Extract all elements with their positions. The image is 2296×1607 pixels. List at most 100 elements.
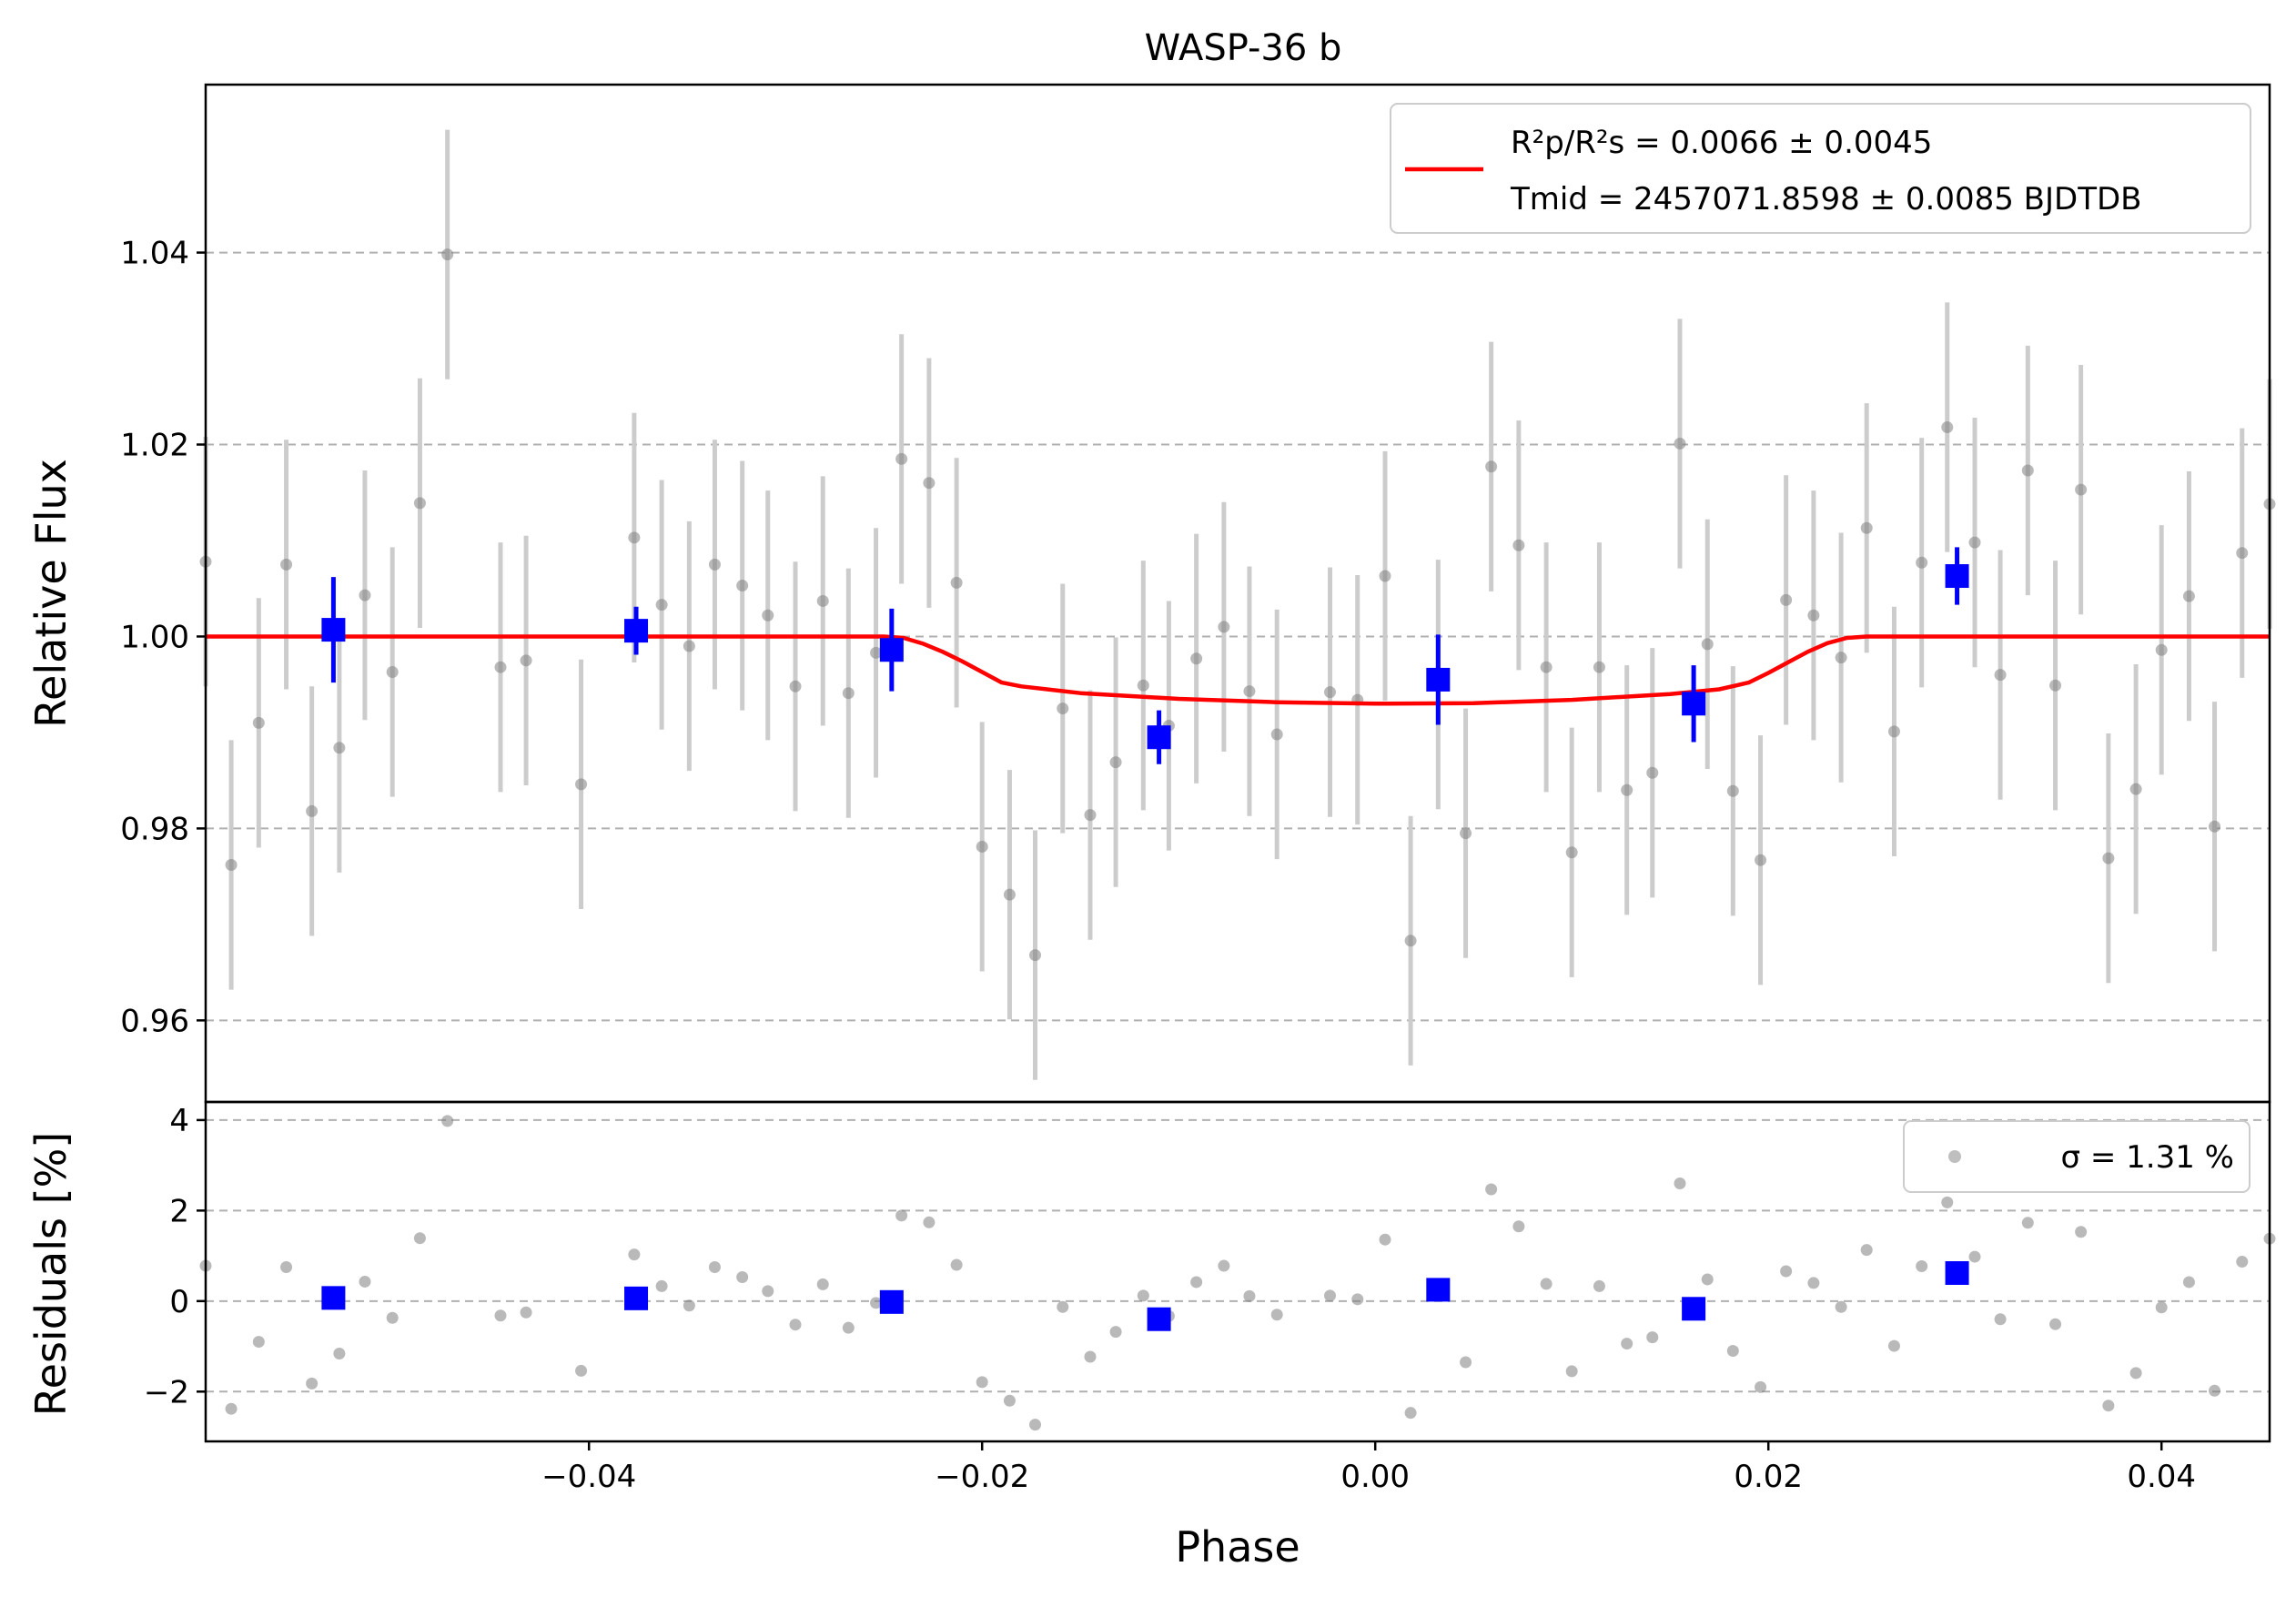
- top-binned-point: [879, 638, 904, 662]
- top-raw-point: [1726, 784, 1739, 797]
- bottom-y-ticks: −2 0 2 4: [144, 1103, 206, 1410]
- top-raw-point: [2102, 852, 2115, 864]
- bottom-raw-point: [1351, 1293, 1364, 1306]
- top-raw-point: [386, 665, 399, 678]
- top-raw-point: [333, 742, 346, 754]
- top-y-tick-label: 1.02: [120, 428, 189, 464]
- bottom-raw-series: [199, 1115, 2276, 1431]
- top-raw-point: [683, 640, 695, 652]
- bottom-y-tick-label: 0: [169, 1284, 189, 1320]
- bottom-raw-point: [762, 1285, 774, 1298]
- top-legend-line2: Tmid = 2457071.8598 ± 0.0085 BJDTDB: [1510, 181, 2141, 217]
- top-raw-point: [1780, 593, 1793, 606]
- bottom-legend: σ = 1.31 %: [1903, 1120, 2250, 1193]
- top-raw-point: [2155, 643, 2168, 656]
- top-raw-point: [1109, 756, 1122, 769]
- top-raw-point: [1485, 460, 1498, 473]
- bottom-raw-point: [816, 1278, 829, 1290]
- top-raw-point: [2209, 820, 2221, 833]
- bottom-raw-point: [1565, 1365, 1578, 1378]
- top-raw-point: [1003, 888, 1016, 901]
- bottom-raw-point: [1941, 1196, 1954, 1208]
- bottom-raw-point: [2075, 1226, 2088, 1238]
- bottom-raw-point: [1379, 1233, 1391, 1246]
- x-tick-label: 0.02: [1734, 1459, 1803, 1495]
- top-raw-point: [976, 840, 988, 853]
- bottom-binned-point: [624, 1286, 649, 1310]
- top-raw-point: [789, 680, 802, 692]
- bottom-raw-point: [1003, 1394, 1016, 1407]
- top-legend: R²p/R²s = 0.0066 ± 0.0045 Tmid = 2457071…: [1390, 103, 2251, 234]
- top-raw-point: [2182, 590, 2195, 602]
- bottom-x-ticks: −0.04 −0.02 0.00 0.02 0.04: [541, 1441, 2196, 1495]
- bottom-y-tick-label: 2: [169, 1193, 189, 1229]
- bottom-raw-point: [2129, 1367, 2142, 1380]
- bottom-raw-point: [1243, 1289, 1256, 1302]
- x-tick-label: 0.04: [2127, 1459, 2196, 1495]
- top-raw-point: [1755, 854, 1767, 866]
- top-binned-point: [1945, 564, 1969, 589]
- top-raw-point: [1379, 570, 1391, 582]
- top-raw-point: [1968, 536, 1981, 549]
- bottom-raw-point: [1404, 1407, 1417, 1420]
- top-raw-point: [1512, 539, 1525, 551]
- bottom-raw-point: [1190, 1276, 1203, 1289]
- bottom-raw-point: [2021, 1217, 2034, 1229]
- bottom-binned-point: [1682, 1297, 1706, 1321]
- top-raw-point: [575, 778, 588, 791]
- top-binned-point: [624, 619, 649, 643]
- top-raw-point: [1916, 556, 1928, 569]
- top-y-ticks: 0.96 0.98 1.00 1.02 1.04: [120, 236, 206, 1039]
- top-raw-point: [252, 716, 265, 729]
- bottom-raw-point: [280, 1261, 293, 1274]
- bottom-raw-point: [1887, 1339, 1900, 1352]
- bottom-raw-point: [976, 1376, 988, 1389]
- bottom-raw-point: [1755, 1380, 1767, 1393]
- bottom-raw-point: [923, 1216, 936, 1228]
- bottom-raw-point: [386, 1311, 399, 1324]
- top-legend-line1: R²p/R²s = 0.0066 ± 0.0045: [1511, 125, 1932, 161]
- bottom-raw-point: [1109, 1326, 1122, 1339]
- top-raw-point: [1807, 609, 1820, 622]
- top-raw-point: [1029, 949, 1042, 962]
- bottom-raw-point: [708, 1261, 721, 1274]
- bottom-raw-point: [1726, 1345, 1739, 1358]
- top-raw-point: [2236, 547, 2249, 560]
- bottom-legend-marker: [1948, 1150, 1961, 1163]
- bottom-raw-point: [789, 1319, 802, 1331]
- top-y-tick-label: 0.98: [120, 811, 189, 847]
- top-raw-point: [2049, 679, 2062, 692]
- top-raw-point: [2021, 464, 2034, 477]
- bottom-binned-point: [879, 1289, 904, 1314]
- bottom-raw-point: [2209, 1384, 2221, 1397]
- top-raw-point: [2075, 483, 2088, 496]
- bottom-raw-point: [1057, 1300, 1069, 1313]
- bottom-raw-point: [1485, 1183, 1498, 1196]
- bottom-raw-point: [870, 1297, 883, 1309]
- top-raw-point: [2129, 783, 2142, 795]
- top-raw-point: [708, 558, 721, 571]
- x-tick-label: −0.04: [541, 1459, 636, 1495]
- top-y-axis-label: Relative Flux: [26, 459, 76, 728]
- top-raw-point: [441, 248, 454, 261]
- top-binned-point: [321, 618, 346, 642]
- bottom-raw-point: [842, 1321, 855, 1334]
- top-raw-point: [1137, 679, 1149, 692]
- top-raw-point: [494, 661, 507, 673]
- bottom-raw-point: [2155, 1301, 2168, 1314]
- bottom-raw-point: [2102, 1400, 2115, 1412]
- top-raw-point: [736, 580, 749, 592]
- top-raw-point: [1324, 686, 1337, 699]
- bottom-raw-point: [950, 1258, 963, 1271]
- x-axis-label: Phase: [1175, 1522, 1300, 1572]
- top-raw-point: [1646, 766, 1659, 779]
- top-raw-point: [895, 452, 908, 465]
- bottom-raw-point: [1593, 1279, 1605, 1292]
- bottom-legend-label: σ = 1.31 %: [2061, 1139, 2234, 1176]
- bottom-raw-point: [333, 1348, 346, 1360]
- bottom-raw-point: [1621, 1338, 1633, 1350]
- bottom-raw-point: [1701, 1273, 1714, 1286]
- top-raw-point: [1540, 661, 1553, 673]
- top-raw-point: [1460, 827, 1472, 840]
